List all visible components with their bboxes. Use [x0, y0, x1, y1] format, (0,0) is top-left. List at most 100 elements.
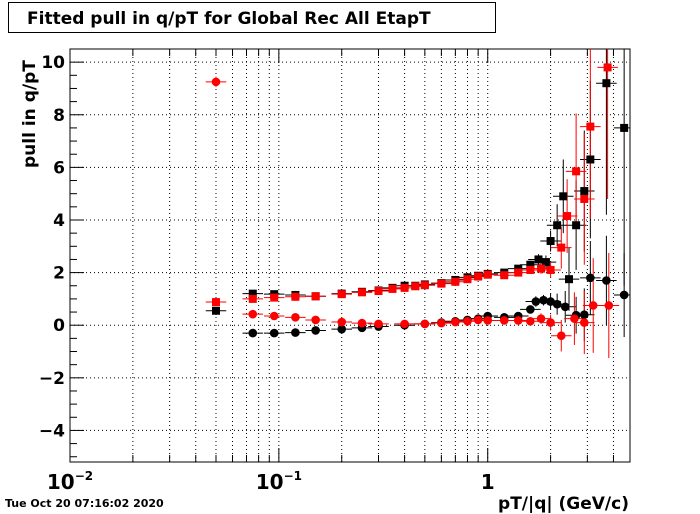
data-point — [374, 287, 383, 296]
data-point — [311, 326, 320, 335]
data-point — [337, 324, 347, 334]
data-point — [537, 264, 546, 273]
x-tick-labels: 10−2 10−1 1 — [47, 469, 495, 494]
data-point — [541, 258, 550, 267]
data-point — [563, 212, 572, 221]
data-point — [337, 290, 346, 299]
data-point — [499, 316, 509, 325]
data-point — [579, 318, 589, 327]
data-point — [620, 123, 629, 132]
data-point — [552, 299, 562, 309]
y-tick-label: 0 — [53, 316, 65, 336]
data-point — [536, 314, 546, 323]
timestamp: Tue Oct 20 07:16:02 2020 — [5, 497, 164, 510]
data-point — [557, 243, 566, 252]
data-point — [248, 328, 258, 338]
data-point — [572, 167, 581, 176]
data-point — [374, 319, 383, 329]
data-point — [586, 122, 595, 131]
data-point — [526, 265, 535, 274]
y-tick-label: 4 — [53, 211, 65, 231]
x-tick-label: 1 — [481, 470, 495, 494]
data-point — [526, 305, 535, 314]
y-tick-label: 8 — [53, 106, 65, 126]
data-point — [248, 289, 257, 298]
data-point — [500, 271, 509, 280]
data-point — [483, 316, 493, 325]
y-tick-label: 2 — [53, 264, 65, 284]
data-point — [411, 282, 420, 291]
data-point — [388, 284, 397, 293]
data-markers — [211, 63, 629, 341]
data-point — [580, 187, 589, 196]
data-point — [474, 272, 483, 281]
y-tick-label: −2 — [39, 369, 65, 389]
x-tick-label: 10−1 — [256, 469, 302, 494]
data-point — [604, 301, 614, 310]
data-point — [400, 283, 409, 292]
data-point — [564, 275, 573, 284]
data-point — [546, 297, 555, 306]
grid — [69, 49, 630, 462]
y-tick-labels: −4 −2 0 2 4 6 8 10 — [39, 53, 65, 441]
data-point — [400, 319, 409, 329]
data-point — [579, 310, 589, 319]
data-point — [553, 221, 562, 230]
data-point — [588, 301, 598, 310]
data-point — [603, 63, 612, 72]
data-point — [248, 294, 257, 303]
data-point — [586, 273, 595, 283]
data-point — [556, 331, 566, 341]
data-point — [311, 315, 320, 325]
data-point — [420, 319, 430, 329]
data-point — [546, 237, 555, 246]
data-point — [572, 221, 581, 230]
data-point — [483, 270, 492, 279]
data-point — [586, 155, 595, 164]
data-point — [357, 318, 367, 328]
data-point — [357, 288, 366, 297]
data-point — [211, 306, 220, 315]
data-point — [559, 192, 568, 201]
y-tick-label: −4 — [39, 421, 65, 441]
data-point — [473, 315, 483, 325]
data-point — [531, 297, 541, 306]
data-point — [514, 268, 523, 277]
data-point — [602, 79, 611, 88]
data-point — [513, 316, 523, 325]
y-tick-label: 6 — [53, 158, 65, 178]
x-axis-label: pT/|q| (GeV/c) — [498, 494, 629, 514]
data-point — [546, 265, 555, 274]
data-point — [602, 276, 611, 285]
data-point — [248, 309, 258, 319]
data-point — [451, 277, 460, 286]
data-point — [420, 281, 429, 290]
data-point — [619, 290, 629, 300]
data-point — [526, 260, 535, 269]
data-point — [570, 314, 579, 323]
data-point — [291, 328, 300, 337]
chart-title-box: Fitted pull in q/pT for Global Rec All E… — [8, 2, 496, 33]
data-point — [270, 293, 279, 302]
x-tick-label: 10−2 — [47, 469, 93, 494]
data-point — [539, 295, 548, 305]
axis-ticks — [69, 48, 614, 462]
data-point — [269, 328, 279, 338]
data-point — [534, 255, 543, 264]
data-point — [451, 317, 460, 327]
data-point — [291, 292, 300, 301]
data-point — [437, 279, 446, 288]
data-point — [546, 318, 555, 327]
data-point — [269, 311, 279, 321]
chart-title: Fitted pull in q/pT for Global Rec All E… — [27, 9, 431, 29]
data-point — [580, 194, 589, 203]
data-point — [211, 298, 220, 307]
y-axis-label: pull in q/pT — [20, 60, 40, 168]
data-point — [526, 316, 535, 326]
data-point — [437, 318, 446, 328]
data-point — [463, 316, 472, 326]
data-point — [291, 313, 300, 322]
data-point — [560, 302, 570, 312]
data-point — [337, 317, 347, 327]
